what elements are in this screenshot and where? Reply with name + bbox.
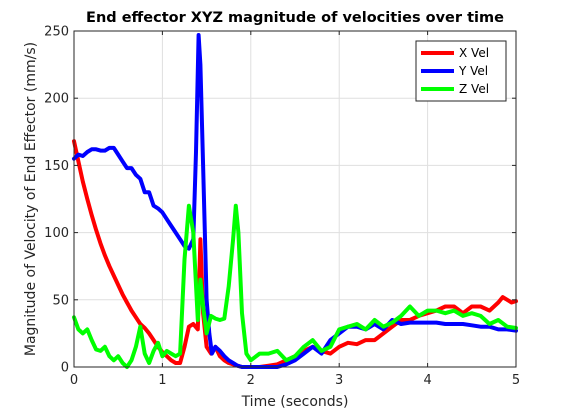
chart-title: End effector XYZ magnitude of velocities… <box>86 10 504 26</box>
legend: X Vel Y Vel Z Vel <box>415 40 507 102</box>
x-tick-label: 5 <box>512 373 520 388</box>
x-tick-label: 4 <box>423 373 431 388</box>
plot-frame <box>73 30 517 368</box>
y-tick-label: 100 <box>44 226 69 241</box>
y-tick-label: 50 <box>52 293 69 308</box>
y-tick-label: 250 <box>44 25 69 40</box>
y-tick-label: 0 <box>61 361 69 376</box>
y-axis-label: Magnitude of Velocity of End Effector (m… <box>23 42 39 356</box>
x-tick-label: 0 <box>70 373 78 388</box>
legend-label: Z Vel <box>459 82 489 96</box>
legend-label: Y Vel <box>458 64 488 78</box>
y-tick-label: 150 <box>44 159 69 174</box>
x-axis-label: Time (seconds) <box>241 394 349 410</box>
y-tick-label: 200 <box>44 92 69 107</box>
series-line-y-vel <box>72 33 518 369</box>
x-tick-label: 2 <box>247 373 255 388</box>
x-tick-label: 1 <box>158 373 166 388</box>
legend-label: X Vel <box>459 46 489 60</box>
x-tick-label: 3 <box>335 373 343 388</box>
